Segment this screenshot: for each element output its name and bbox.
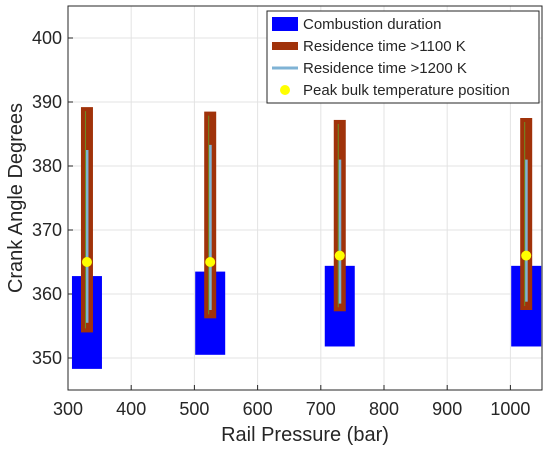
x-tick-label: 800 <box>369 399 399 419</box>
x-tick-label: 1000 <box>490 399 530 419</box>
x-tick-labels: 300 400 500 600 700 800 900 1000 <box>53 399 530 419</box>
y-tick-labels: 350 360 370 380 390 400 <box>32 28 62 368</box>
peak-temperature-point <box>521 250 532 261</box>
legend-entry-residence-1100: Residence time >1100 K <box>272 38 466 55</box>
residence-1200-bar <box>524 159 528 302</box>
peak-points-layer <box>81 250 532 267</box>
peak-temperature-point <box>205 257 216 267</box>
legend-marker-peak-temperature <box>280 85 290 95</box>
x-tick-label: 900 <box>432 399 462 419</box>
x-tick-label: 600 <box>243 399 273 419</box>
peak-temperature-point <box>81 257 92 267</box>
legend-swatch-residence-1100 <box>272 42 298 50</box>
legend-label-combustion: Combustion duration <box>303 16 441 33</box>
x-tick-label: 400 <box>116 399 146 419</box>
x-tick-label: 500 <box>179 399 209 419</box>
peak-temperature-point <box>334 250 345 261</box>
residence-1200-bar <box>208 144 212 310</box>
y-tick-label: 360 <box>32 284 62 304</box>
legend-swatch-combustion <box>272 17 298 31</box>
legend-swatch-residence-1200 <box>272 66 298 70</box>
legend-box <box>266 10 540 104</box>
residence-1200-bar <box>338 159 342 304</box>
y-tick-label: 350 <box>32 348 62 368</box>
legend-entry-combustion: Combustion duration <box>272 16 441 33</box>
y-tick-label: 380 <box>32 156 62 176</box>
bars-layer <box>71 107 542 369</box>
y-axis-label: Crank Angle Degrees <box>5 103 27 293</box>
x-tick-label: 300 <box>53 399 83 419</box>
legend-label-residence-1100: Residence time >1100 K <box>303 38 466 55</box>
legend-label-peak-temperature: Peak bulk temperature position <box>303 82 510 99</box>
y-tick-label: 370 <box>32 220 62 240</box>
y-tick-label: 390 <box>32 92 62 112</box>
axes-frame <box>67 5 543 391</box>
y-tick-label: 400 <box>32 28 62 48</box>
residence-1200-bar <box>85 150 89 323</box>
legend-entry-residence-1200: Residence time >1200 K <box>272 60 467 77</box>
legend-label-residence-1200: Residence time >1200 K <box>303 60 467 77</box>
x-axis-label: Rail Pressure (bar) <box>221 424 389 446</box>
legend-entry-peak-temperature: Peak bulk temperature position <box>280 82 510 99</box>
legend: Combustion duration Residence time >1100… <box>266 10 540 104</box>
x-tick-label: 700 <box>306 399 336 419</box>
